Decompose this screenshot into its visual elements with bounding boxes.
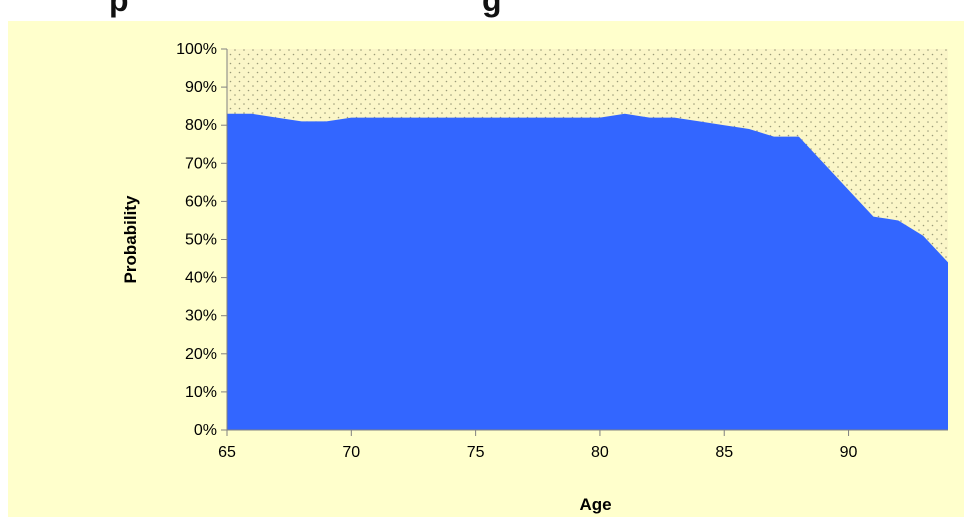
data-point: [872, 215, 875, 218]
data-point: [549, 116, 552, 119]
data-point: [400, 116, 403, 119]
x-axis-title: Age: [579, 495, 611, 514]
data-point: [772, 135, 775, 138]
x-tick-label: 85: [715, 444, 733, 461]
data-point: [474, 116, 477, 119]
y-tick-label: 30%: [185, 308, 217, 325]
y-tick-label: 80%: [185, 117, 217, 134]
title-glyph-p: p: [109, 0, 129, 18]
data-point: [947, 261, 950, 264]
y-tick-label: 50%: [185, 232, 217, 249]
data-point: [897, 219, 900, 222]
data-point: [499, 116, 502, 119]
y-tick-label: 40%: [185, 270, 217, 287]
data-point: [748, 128, 751, 131]
x-tick-label: 90: [840, 444, 858, 461]
y-tick-label: 100%: [176, 41, 217, 58]
data-point: [375, 116, 378, 119]
data-point: [648, 116, 651, 119]
data-point: [598, 116, 601, 119]
data-point: [847, 188, 850, 191]
data-point: [449, 116, 452, 119]
data-point: [300, 120, 303, 123]
area-chart: 0% 10% 20% 30% 40% 50% 60% 70% 80% 90% 100% 65 70 75 8…: [121, 41, 950, 514]
data-point: [524, 116, 527, 119]
data-point: [673, 116, 676, 119]
x-tick-label: 75: [467, 444, 485, 461]
data-point: [325, 120, 328, 123]
data-point: [250, 112, 253, 115]
data-point: [275, 116, 278, 119]
data-point: [698, 120, 701, 123]
data-point: [424, 116, 427, 119]
data-point: [922, 234, 925, 237]
y-axis-title: Probability: [121, 195, 140, 283]
y-tick-label: 0%: [194, 422, 217, 439]
x-tick-label: 80: [591, 444, 609, 461]
y-tick-label: 60%: [185, 193, 217, 210]
data-point: [574, 116, 577, 119]
y-tick-label: 90%: [185, 79, 217, 96]
x-tick-label: 70: [342, 444, 360, 461]
page-title-cropped: p g: [0, 0, 964, 20]
data-point: [350, 116, 353, 119]
chart-panel: 0% 10% 20% 30% 40% 50% 60% 70% 80% 90% 100% 65 70 75 8…: [8, 21, 964, 517]
data-point: [822, 162, 825, 165]
data-point: [723, 124, 726, 127]
title-glyph-g: g: [482, 0, 502, 18]
area-series-0: [227, 113, 948, 431]
data-point: [623, 112, 626, 115]
y-tick-label: 10%: [185, 384, 217, 401]
y-tick-label: 70%: [185, 155, 217, 172]
x-tick-label: 65: [218, 444, 236, 461]
y-tick-label: 20%: [185, 346, 217, 363]
data-point: [797, 135, 800, 138]
